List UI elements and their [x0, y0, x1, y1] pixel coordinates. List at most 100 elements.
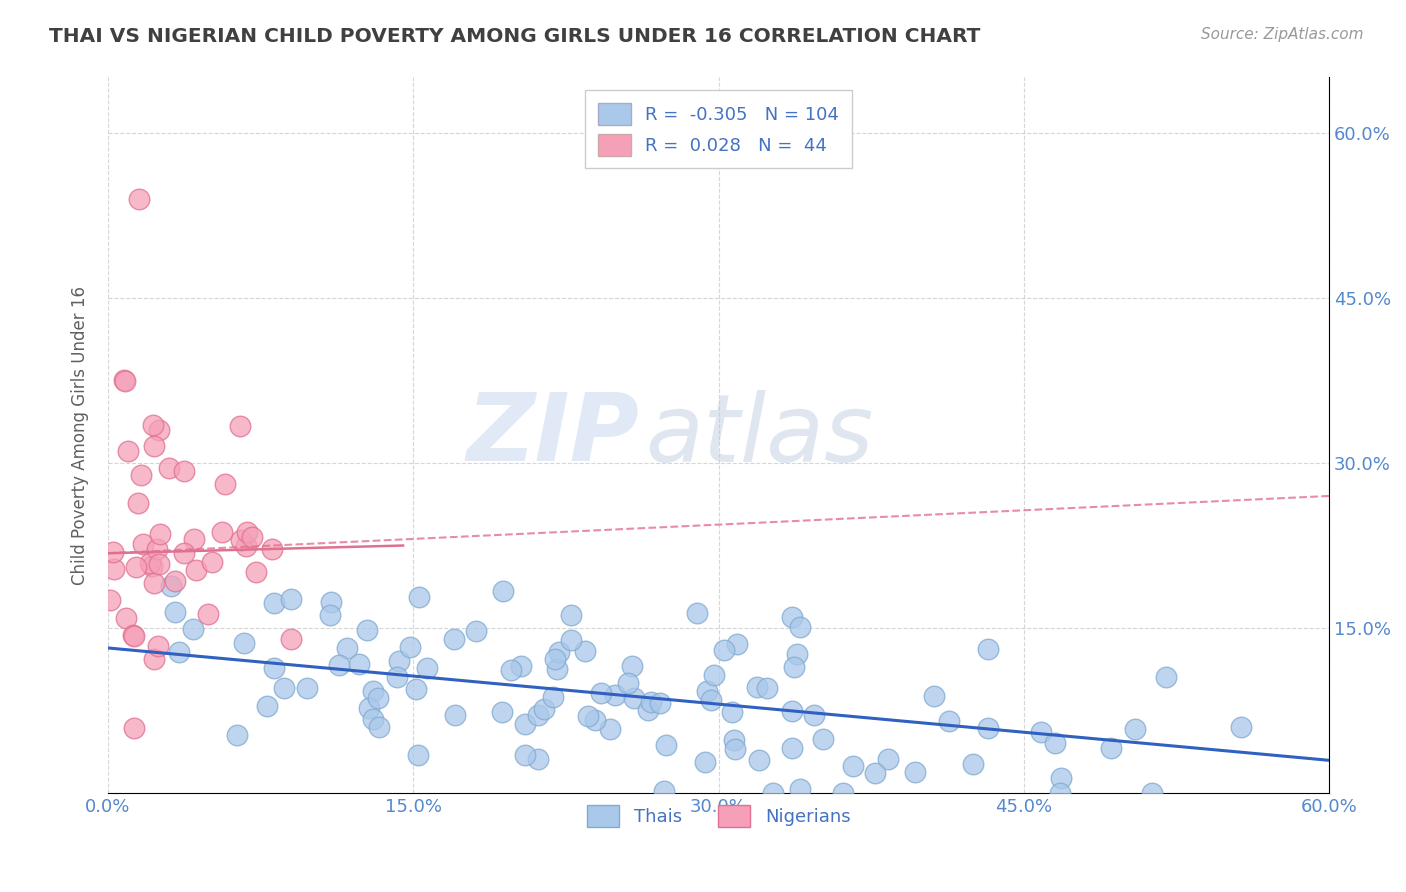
- Point: [385, 670, 408, 684]
- Point: [132, 537, 155, 551]
- Point: [114, 374, 136, 388]
- Point: [148, 423, 170, 437]
- Text: atlas: atlas: [645, 390, 873, 481]
- Point: [782, 704, 804, 718]
- Point: [143, 652, 166, 666]
- Point: [1154, 670, 1177, 684]
- Point: [181, 622, 204, 636]
- Point: [700, 693, 723, 707]
- Point: [117, 444, 139, 458]
- Point: [686, 607, 709, 621]
- Point: [977, 722, 1000, 736]
- Point: [361, 683, 384, 698]
- Point: [319, 607, 342, 622]
- Point: [713, 643, 735, 657]
- Point: [131, 467, 153, 482]
- Point: [122, 629, 145, 643]
- Point: [492, 583, 515, 598]
- Point: [112, 373, 135, 387]
- Point: [637, 703, 659, 717]
- Point: [211, 524, 233, 539]
- Point: [139, 556, 162, 570]
- Point: [229, 533, 252, 547]
- Point: [1142, 786, 1164, 800]
- Point: [297, 681, 319, 695]
- Point: [620, 659, 643, 673]
- Point: [122, 721, 145, 735]
- Point: [811, 732, 834, 747]
- Point: [623, 690, 645, 705]
- Point: [533, 702, 555, 716]
- Y-axis label: Child Poverty Among Girls Under 16: Child Poverty Among Girls Under 16: [72, 286, 89, 585]
- Point: [527, 752, 550, 766]
- Text: Source: ZipAtlas.com: Source: ZipAtlas.com: [1201, 27, 1364, 42]
- Point: [695, 756, 717, 770]
- Point: [724, 742, 747, 756]
- Point: [121, 628, 143, 642]
- Point: [745, 680, 768, 694]
- Point: [721, 705, 744, 719]
- Point: [103, 562, 125, 576]
- Point: [465, 624, 488, 638]
- Point: [1229, 720, 1251, 734]
- Point: [367, 691, 389, 706]
- Point: [245, 566, 267, 580]
- Point: [163, 574, 186, 588]
- Point: [513, 717, 536, 731]
- Point: [782, 609, 804, 624]
- Point: [149, 526, 172, 541]
- Point: [803, 707, 825, 722]
- Point: [1099, 741, 1122, 756]
- Point: [904, 764, 927, 779]
- Point: [232, 636, 254, 650]
- Point: [328, 657, 350, 672]
- Point: [240, 530, 263, 544]
- Point: [527, 708, 550, 723]
- Point: [560, 633, 582, 648]
- Point: [173, 546, 195, 560]
- Point: [515, 748, 537, 763]
- Point: [399, 640, 422, 655]
- Point: [142, 439, 165, 453]
- Point: [143, 576, 166, 591]
- Point: [263, 661, 285, 675]
- Point: [114, 611, 136, 625]
- Point: [141, 558, 163, 573]
- Point: [157, 461, 180, 475]
- Point: [444, 708, 467, 723]
- Point: [696, 683, 718, 698]
- Point: [544, 652, 567, 666]
- Point: [347, 657, 370, 671]
- Point: [280, 592, 302, 607]
- Point: [762, 786, 785, 800]
- Point: [319, 594, 342, 608]
- Point: [842, 758, 865, 772]
- Point: [273, 681, 295, 695]
- Point: [654, 784, 676, 798]
- Point: [408, 590, 430, 604]
- Legend: Thais, Nigerians: Thais, Nigerians: [579, 798, 858, 834]
- Point: [256, 698, 278, 713]
- Point: [640, 695, 662, 709]
- Point: [962, 757, 984, 772]
- Point: [183, 532, 205, 546]
- Point: [831, 786, 853, 800]
- Point: [263, 597, 285, 611]
- Point: [865, 766, 887, 780]
- Point: [541, 690, 564, 704]
- Point: [142, 418, 165, 433]
- Point: [1031, 725, 1053, 739]
- Point: [548, 645, 571, 659]
- Point: [127, 496, 149, 510]
- Point: [599, 722, 621, 736]
- Point: [1049, 771, 1071, 785]
- Point: [1049, 786, 1071, 800]
- Point: [200, 555, 222, 569]
- Point: [336, 641, 359, 656]
- Point: [184, 563, 207, 577]
- Point: [125, 560, 148, 574]
- Point: [876, 752, 898, 766]
- Point: [235, 539, 257, 553]
- Point: [214, 476, 236, 491]
- Point: [148, 557, 170, 571]
